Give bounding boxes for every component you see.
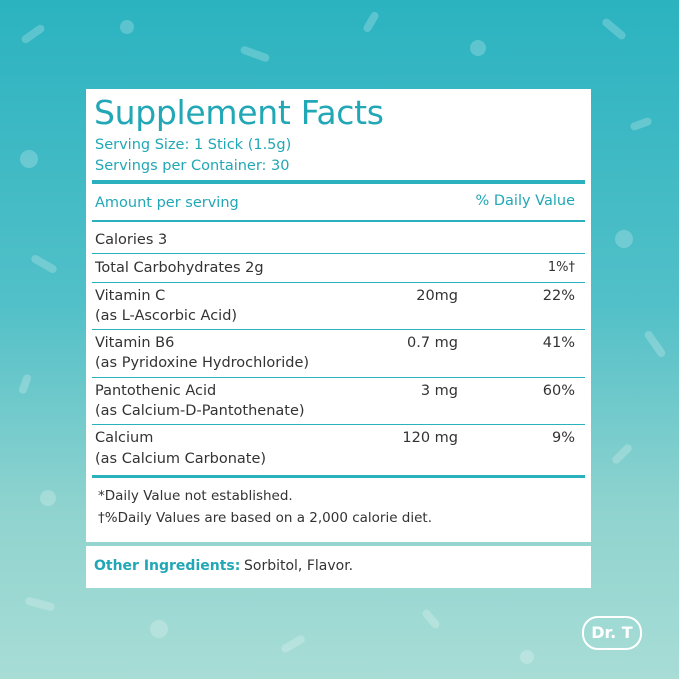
panel-title: Supplement Facts bbox=[94, 93, 384, 132]
footnote-not-established: *Daily Value not established. bbox=[98, 488, 293, 504]
row-dv: 1%† bbox=[547, 260, 575, 275]
row-amount: 3 mg bbox=[420, 383, 458, 399]
row-dv: 22% bbox=[542, 288, 575, 304]
row-amount: 120 mg bbox=[402, 430, 458, 446]
servings-per-container: Servings per Container: 30 bbox=[95, 158, 290, 174]
row-name: Calcium bbox=[95, 430, 154, 446]
row-sub: (as Calcium Carbonate) bbox=[95, 451, 267, 467]
other-ingredients-label: Other Ingredients: bbox=[94, 558, 241, 574]
serving-size: Serving Size: 1 Stick (1.5g) bbox=[95, 137, 292, 153]
brand-logo: Dr. T bbox=[582, 616, 642, 650]
divider-medium bbox=[92, 220, 585, 222]
row-sub: (as Pyridoxine Hydrochloride) bbox=[95, 355, 310, 371]
row-dv: 60% bbox=[542, 383, 575, 399]
row-name: Vitamin C bbox=[95, 288, 166, 304]
row-divider bbox=[92, 424, 585, 425]
amount-header: Amount per serving bbox=[95, 195, 239, 211]
row-name: Calories 3 bbox=[95, 232, 168, 248]
row-sub: (as Calcium-D-Pantothenate) bbox=[95, 403, 305, 419]
other-ingredients-value: Sorbitol, Flavor. bbox=[244, 558, 354, 574]
footnote-daily-values: †%Daily Values are based on a 2,000 calo… bbox=[98, 510, 433, 526]
dv-header: % Daily Value bbox=[475, 193, 575, 209]
row-name: Pantothenic Acid bbox=[95, 383, 217, 399]
row-divider bbox=[92, 329, 585, 330]
row-divider bbox=[92, 377, 585, 378]
row-sub: (as L-Ascorbic Acid) bbox=[95, 308, 238, 324]
row-divider bbox=[92, 253, 585, 254]
row-dv: 9% bbox=[551, 430, 575, 446]
supplement-facts-panel: Supplement Facts Serving Size: 1 Stick (… bbox=[86, 89, 591, 542]
row-dv: 41% bbox=[542, 335, 575, 351]
row-amount: 20mg bbox=[416, 288, 458, 304]
divider-bottom bbox=[92, 475, 585, 478]
divider-thick bbox=[92, 180, 585, 184]
other-ingredients-panel: Other Ingredients: Sorbitol, Flavor. bbox=[86, 546, 591, 588]
row-divider bbox=[92, 282, 585, 283]
row-amount: 0.7 mg bbox=[407, 335, 458, 351]
row-name: Total Carbohydrates 2g bbox=[95, 260, 264, 276]
row-name: Vitamin B6 bbox=[95, 335, 175, 351]
